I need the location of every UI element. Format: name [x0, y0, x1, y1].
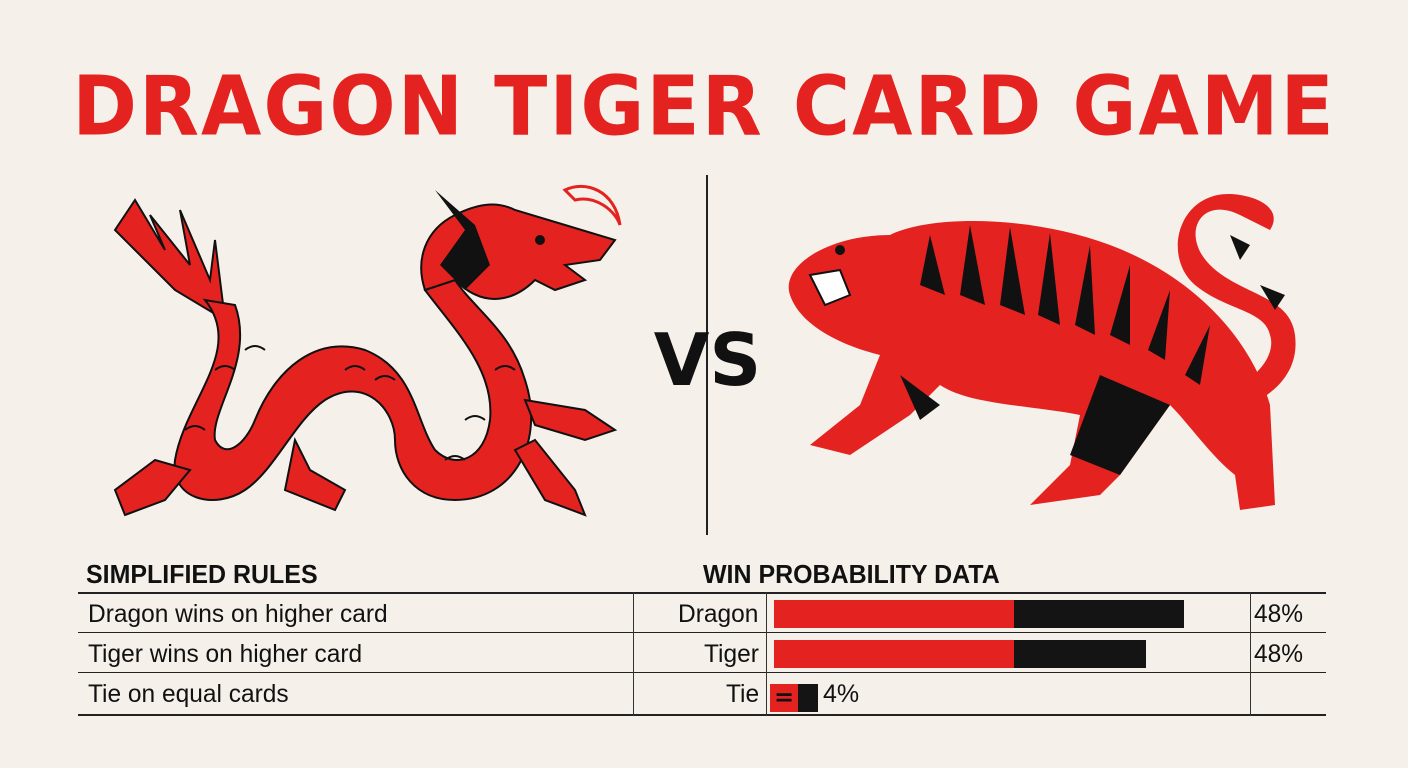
table-rule-top — [78, 592, 1326, 594]
table-rule — [78, 672, 1326, 673]
prob-value-tiger: 48% — [1254, 640, 1304, 668]
prob-bar-tie: = — [770, 684, 818, 712]
bar-fill-red — [774, 600, 1014, 628]
dragon-icon — [113, 184, 622, 517]
prob-bar-tiger — [774, 640, 1146, 668]
table-rule — [78, 632, 1326, 633]
bar-fill-black — [798, 684, 818, 712]
center-divider — [706, 175, 708, 535]
page-title: DRAGON TIGER CARD GAME — [72, 59, 1336, 155]
rule-tie: Tie on equal cards — [88, 680, 289, 708]
table-column-divider — [766, 592, 767, 716]
probability-heading: WIN PROBABILITY DATA — [703, 559, 1000, 589]
prob-value-tie: 4% — [823, 680, 860, 708]
equals-symbol: = — [774, 683, 795, 711]
bar-fill-black — [1014, 600, 1184, 628]
prob-label-tiger: Tiger — [703, 640, 759, 668]
rules-heading: SIMPLIFIED RULES — [86, 559, 318, 589]
prob-label-dragon: Dragon — [678, 600, 759, 628]
bar-fill-black — [1014, 640, 1146, 668]
table-column-divider — [633, 592, 634, 716]
bar-fill-red — [774, 640, 1014, 668]
prob-bar-dragon — [774, 600, 1184, 628]
rule-tiger: Tiger wins on higher card — [88, 640, 363, 668]
tiger-icon — [788, 194, 1296, 511]
prob-value-dragon: 48% — [1254, 600, 1304, 628]
versus-label: VS — [653, 318, 762, 402]
table-rule-bottom — [78, 714, 1326, 716]
table-column-divider — [1250, 592, 1251, 716]
bar-fill-red: = — [770, 684, 798, 712]
rule-dragon: Dragon wins on higher card — [88, 600, 388, 628]
rules-probability-table: Dragon wins on higher card Tiger wins on… — [78, 592, 1326, 716]
prob-label-tie: Tie — [726, 680, 760, 708]
